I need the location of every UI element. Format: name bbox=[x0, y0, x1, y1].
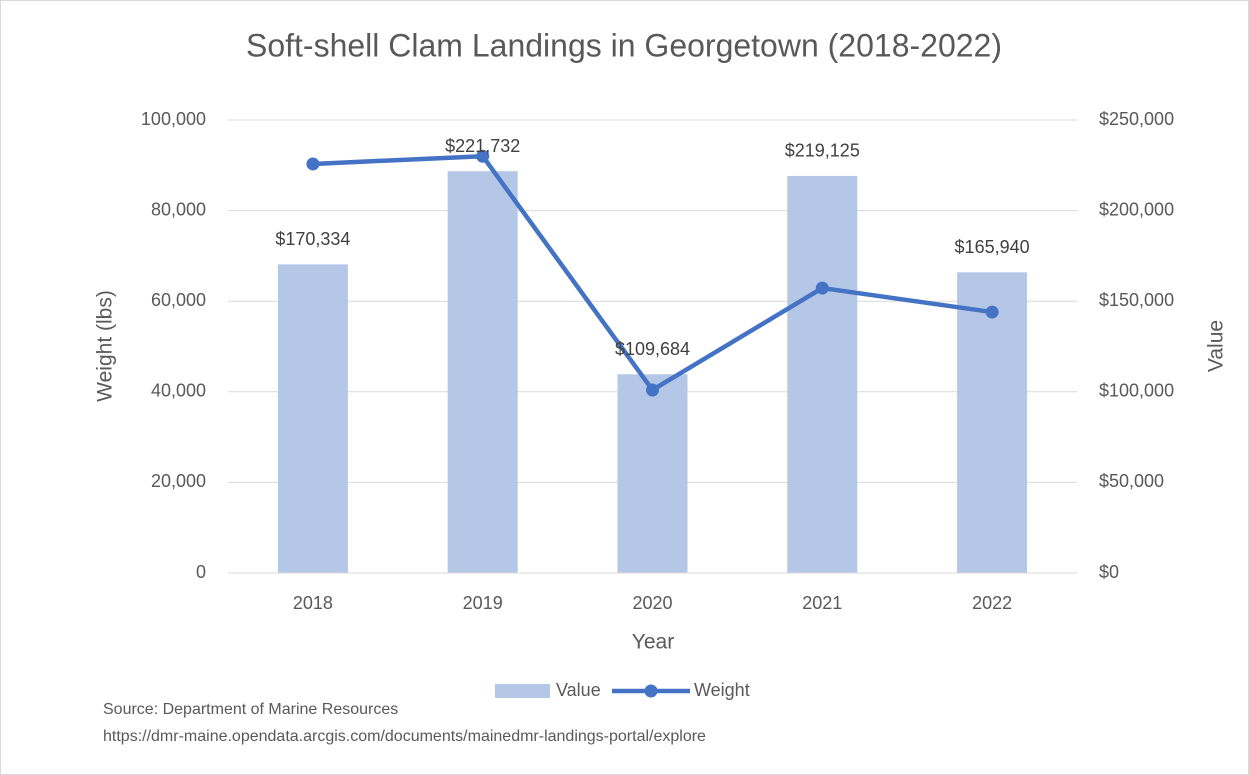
y2-tick-label: $100,000 bbox=[1099, 381, 1174, 401]
bar bbox=[787, 175, 858, 573]
line-marker bbox=[815, 281, 829, 295]
y-tick-label: 100,000 bbox=[141, 109, 206, 129]
y2-tick-label: $250,000 bbox=[1099, 109, 1174, 129]
line-marker bbox=[476, 149, 490, 163]
bar bbox=[277, 264, 348, 573]
legend-swatch bbox=[495, 684, 550, 698]
value-label: $221,732 bbox=[445, 136, 520, 156]
legend-marker bbox=[644, 684, 658, 698]
value-label: $219,125 bbox=[785, 141, 860, 161]
y-tick-label: 20,000 bbox=[151, 471, 206, 491]
chart-title: Soft-shell Clam Landings in Georgetown (… bbox=[246, 27, 1002, 63]
y-tick-label: 60,000 bbox=[151, 290, 206, 310]
bar bbox=[447, 171, 518, 573]
x-tick-label: 2022 bbox=[972, 593, 1012, 613]
y2-tick-label: $0 bbox=[1099, 562, 1119, 582]
y2-tick-label: $150,000 bbox=[1099, 290, 1174, 310]
line-marker bbox=[306, 157, 320, 171]
x-tick-label: 2020 bbox=[632, 593, 672, 613]
y2-axis-title: Value bbox=[1205, 320, 1228, 372]
x-tick-label: 2019 bbox=[463, 593, 503, 613]
y-tick-label: 0 bbox=[196, 562, 206, 582]
y-axis-title: Weight (lbs) bbox=[94, 290, 117, 402]
x-axis-title: Year bbox=[632, 631, 674, 654]
value-label: $109,684 bbox=[615, 339, 690, 359]
x-tick-label: 2021 bbox=[802, 593, 842, 613]
line-marker bbox=[985, 305, 999, 319]
value-label: $170,334 bbox=[275, 229, 350, 249]
bar bbox=[617, 374, 688, 573]
y-tick-label: 80,000 bbox=[151, 199, 206, 219]
legend-label: Weight bbox=[694, 680, 750, 700]
bar bbox=[957, 272, 1028, 573]
y-tick-label: 40,000 bbox=[151, 381, 206, 401]
x-tick-label: 2018 bbox=[293, 593, 333, 613]
y2-tick-label: $50,000 bbox=[1099, 471, 1164, 491]
value-label: $165,940 bbox=[955, 237, 1030, 257]
line-marker bbox=[646, 383, 659, 397]
y2-tick-label: $200,000 bbox=[1099, 199, 1174, 219]
legend-label: Value bbox=[556, 680, 601, 700]
source-url: https://dmr-maine.opendata.arcgis.com/do… bbox=[103, 728, 706, 745]
source-note: Source: Department of Marine Resources bbox=[103, 701, 398, 718]
